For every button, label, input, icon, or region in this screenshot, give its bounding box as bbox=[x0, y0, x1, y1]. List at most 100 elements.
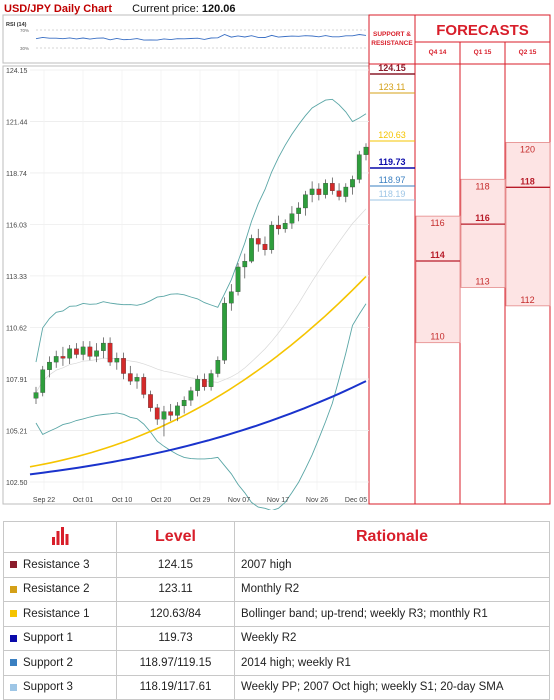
candle-body bbox=[47, 361, 52, 370]
candle-body bbox=[80, 346, 86, 355]
candle-body bbox=[255, 238, 261, 245]
candle-body bbox=[350, 179, 355, 188]
table-row: Support 3 118.19/117.61 Weekly PP; 2007 Oc… bbox=[3, 674, 550, 700]
level-name-cell: Resistance 2 bbox=[3, 576, 117, 602]
candle-body bbox=[121, 358, 126, 374]
forecast-range-box bbox=[415, 215, 461, 344]
levels-table: Level Rationale Resistance 3 124.15 2007 h… bbox=[3, 521, 550, 700]
rationale-cell: 2014 high; weekly R1 bbox=[234, 650, 550, 676]
candle-body bbox=[222, 302, 227, 361]
level-value-cell: 120.63/84 bbox=[116, 601, 235, 627]
candle-body bbox=[343, 186, 349, 197]
x-tick-label: Sep 22 bbox=[33, 497, 55, 504]
candle-body bbox=[303, 194, 308, 209]
rsi-label: RSI (14) bbox=[6, 22, 27, 28]
candle-body bbox=[228, 291, 234, 304]
candle-body bbox=[336, 190, 342, 197]
level-name-cell: Resistance 3 bbox=[3, 552, 117, 578]
table-row: Resistance 2 123.11 Monthly R2 bbox=[3, 576, 550, 602]
resistance-1-value: 120.63 bbox=[378, 130, 406, 140]
resistance-3-value: 124.15 bbox=[378, 63, 406, 73]
sma-yellow-line bbox=[29, 275, 367, 468]
candle-body bbox=[134, 377, 140, 382]
forecast-range-box bbox=[460, 178, 506, 288]
candle-body bbox=[87, 346, 93, 357]
candle-body bbox=[100, 342, 106, 351]
rationale-cell: 2007 high bbox=[234, 552, 550, 578]
table-row: Resistance 3 124.15 2007 high bbox=[3, 552, 550, 578]
table-icon-cell bbox=[3, 521, 117, 553]
table-row: Support 1 119.73 Weekly R2 bbox=[3, 625, 550, 651]
resistance-2-value: 123.11 bbox=[379, 82, 406, 92]
quarter-label-q2-15: Q2 15 bbox=[518, 49, 537, 56]
candle-body bbox=[141, 377, 147, 395]
level-value-cell: 123.11 bbox=[116, 576, 235, 602]
support-2-value: 118.97 bbox=[379, 175, 406, 185]
level-color-swatch bbox=[10, 561, 17, 569]
x-tick-label: Nov 17 bbox=[267, 497, 289, 504]
level-name-cell: Support 2 bbox=[3, 650, 117, 676]
current-price-label: Current price: bbox=[132, 3, 199, 15]
y-tick-label: 105.21 bbox=[6, 428, 28, 435]
x-tick-label: Oct 29 bbox=[190, 497, 211, 504]
quarter-label-q1-15: Q1 15 bbox=[473, 49, 492, 56]
level-color-swatch bbox=[10, 683, 17, 691]
y-tick-label: 118.74 bbox=[6, 171, 27, 178]
candle-body bbox=[202, 379, 207, 387]
candle-body bbox=[323, 183, 328, 195]
bollinger-lower-band bbox=[35, 303, 367, 510]
candle-body bbox=[269, 224, 275, 250]
forecasts-title: FORECASTS bbox=[436, 22, 529, 39]
level-value-cell: 119.73 bbox=[116, 625, 235, 651]
forecast-mid: 118 bbox=[520, 176, 535, 186]
y-tick-label: 121.44 bbox=[6, 120, 28, 127]
level-name: Support 1 bbox=[23, 632, 73, 645]
candle-body bbox=[276, 224, 281, 230]
forecast-high: 120 bbox=[520, 144, 535, 154]
y-tick-label: 102.50 bbox=[6, 480, 28, 487]
sr-header: SUPPORT & RESISTANCE bbox=[371, 31, 413, 47]
forecast-mid: 114 bbox=[430, 250, 445, 260]
candle-body bbox=[282, 223, 288, 230]
candle-body bbox=[262, 243, 268, 250]
level-value-cell: 118.97/119.15 bbox=[116, 650, 235, 676]
level-name: Resistance 3 bbox=[23, 558, 90, 571]
candle-body bbox=[316, 188, 322, 195]
candle-body bbox=[329, 183, 335, 191]
forecast-range-box bbox=[505, 142, 551, 307]
pair-title: USD/JPY Daily Chart bbox=[4, 3, 113, 15]
y-tick-label: 113.33 bbox=[6, 274, 27, 281]
candle-body bbox=[154, 407, 160, 420]
candle-body bbox=[289, 213, 295, 224]
support-3-value: 118.19 bbox=[379, 189, 406, 199]
level-value-cell: 118.19/117.61 bbox=[116, 674, 235, 700]
candle-body bbox=[53, 356, 59, 363]
level-name: Resistance 1 bbox=[23, 607, 90, 620]
y-tick-label: 107.91 bbox=[6, 377, 28, 384]
candle-body bbox=[114, 358, 120, 363]
rationale-cell: Weekly PP; 2007 Oct high; weekly S1; 20-… bbox=[234, 674, 550, 700]
candle-body bbox=[195, 379, 200, 391]
candle-body bbox=[208, 373, 214, 387]
support-1-value: 119.73 bbox=[378, 157, 405, 167]
forecast-high: 118 bbox=[475, 181, 489, 191]
candle-body bbox=[67, 348, 73, 359]
candle-body bbox=[309, 188, 315, 195]
candle-body bbox=[215, 360, 221, 374]
chart-header: USD/JPY Daily Chart Current price: 120.0… bbox=[4, 3, 236, 15]
y-tick-label: 116.03 bbox=[6, 223, 27, 230]
level-color-swatch bbox=[10, 634, 17, 642]
candle-body bbox=[148, 394, 153, 408]
candle-body bbox=[33, 392, 39, 399]
chart-canvas: 124.15 121.44 118.74 116.03 113.33 110.62 107.… bbox=[2, 14, 551, 510]
candle-body bbox=[94, 350, 99, 357]
level-name-cell: Support 1 bbox=[3, 625, 117, 651]
rsi-lower-label: 30% bbox=[20, 46, 29, 51]
candle-body bbox=[168, 411, 174, 416]
candle-body bbox=[356, 154, 362, 180]
x-tick-label: Oct 20 bbox=[151, 497, 172, 504]
level-name: Resistance 2 bbox=[23, 583, 90, 596]
level-color-swatch bbox=[10, 610, 17, 618]
forecast-high: 116 bbox=[430, 218, 444, 228]
forecast-low: 113 bbox=[475, 276, 489, 286]
